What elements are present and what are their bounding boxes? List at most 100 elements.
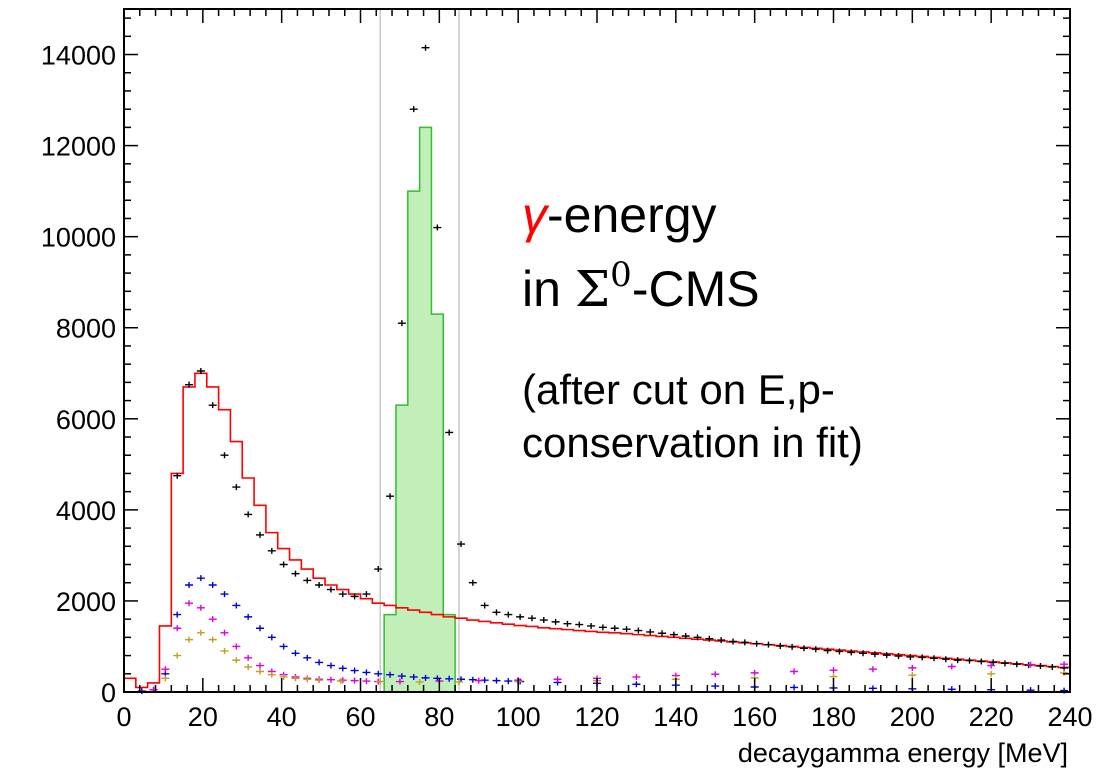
annotation-line3: (after cut on E,p-: [522, 366, 835, 413]
data-point: [811, 646, 820, 653]
data-point: [632, 681, 641, 688]
data-point: [232, 484, 241, 491]
data-point: [868, 666, 877, 673]
plot-frame: [123, 8, 1071, 693]
data-point: [894, 653, 903, 660]
data-point: [1000, 660, 1009, 667]
annotation-line4: conservation in fit): [522, 419, 863, 466]
data-point: [386, 671, 395, 678]
annotation-line2-prefix: in: [522, 261, 575, 317]
data-point: [646, 628, 655, 635]
data-point: [338, 591, 347, 598]
data-point: [173, 625, 182, 632]
data-point: [279, 673, 288, 680]
data-point: [336, 678, 345, 685]
data-point: [244, 511, 253, 518]
data-point: [185, 381, 194, 388]
data-point: [622, 626, 631, 633]
data-point: [1012, 661, 1021, 668]
data-point: [539, 617, 548, 624]
data-point: [480, 602, 489, 609]
y-tick-label: 6000: [56, 405, 116, 435]
data-point: [415, 678, 424, 685]
point-series-1: [173, 44, 1069, 671]
x-tick-label: 60: [345, 702, 375, 732]
data-point: [433, 224, 442, 231]
data-point: [244, 663, 253, 670]
signal-histogram-1: [372, 126, 456, 693]
data-point: [468, 579, 477, 586]
data-point: [516, 613, 525, 620]
data-point: [244, 613, 253, 620]
data-point: [977, 658, 986, 665]
data-point: [303, 676, 312, 683]
data-point: [173, 652, 182, 659]
x-tick-label: 120: [574, 702, 619, 732]
data-point: [987, 670, 996, 677]
data-point: [185, 600, 194, 607]
data-point: [255, 531, 264, 538]
data-point: [776, 643, 785, 650]
data-point: [220, 591, 229, 598]
x-tick-label: 160: [732, 702, 777, 732]
y-tick-label: 0: [101, 678, 116, 708]
data-point: [255, 668, 264, 675]
annotation: γ-energy in Σ0-CMS (after cut on E,p- co…: [522, 187, 863, 466]
data-point: [504, 611, 513, 618]
data-point: [711, 683, 720, 690]
data-point: [362, 669, 371, 676]
data-point: [693, 634, 702, 641]
data-point: [711, 671, 720, 678]
data-point: [1036, 663, 1045, 670]
data-point: [527, 615, 536, 622]
data-point: [492, 609, 501, 616]
data-point: [987, 662, 996, 669]
data-point: [196, 604, 205, 611]
data-point: [326, 586, 335, 593]
data-point: [930, 655, 939, 662]
data-point: [658, 630, 667, 637]
data-point: [315, 677, 324, 684]
data-point: [196, 575, 205, 582]
data-point: [338, 665, 347, 672]
data-point: [350, 667, 359, 674]
data-point: [705, 635, 714, 642]
data-point: [906, 653, 915, 660]
data-point: [965, 657, 974, 664]
data-point: [947, 663, 956, 670]
data-point: [859, 650, 868, 657]
annotation-sigma-symbol: Σ: [575, 260, 610, 318]
data-point: [208, 636, 217, 643]
x-tick-label: 0: [116, 702, 131, 732]
y-tick-label: 14000: [41, 41, 116, 71]
data-point: [908, 672, 917, 679]
data-point: [208, 581, 217, 588]
y-tick-label: 4000: [56, 496, 116, 526]
data-point: [421, 44, 430, 51]
data-point: [338, 677, 347, 684]
data-point: [350, 593, 359, 600]
data-point: [279, 561, 288, 568]
data-point: [764, 641, 773, 648]
data-point: [681, 632, 690, 639]
x-tick-label: 240: [1047, 702, 1092, 732]
data-point: [799, 645, 808, 652]
data-point: [445, 429, 454, 436]
data-point: [196, 367, 205, 374]
svg-text:in Σ0-CMS: in Σ0-CMS: [522, 255, 760, 318]
data-point: [468, 676, 477, 683]
data-point: [208, 616, 217, 623]
data-point: [918, 654, 927, 661]
data-point: [208, 402, 217, 409]
data-point: [362, 591, 371, 598]
x-tick-label: 220: [969, 702, 1014, 732]
x-tick-label: 100: [496, 702, 541, 732]
data-point: [232, 602, 241, 609]
data-point: [255, 662, 264, 669]
y-tick-label: 2000: [56, 587, 116, 617]
data-point: [870, 651, 879, 658]
x-tick-label: 20: [188, 702, 218, 732]
data-point: [1060, 669, 1069, 676]
data-point: [303, 577, 312, 584]
